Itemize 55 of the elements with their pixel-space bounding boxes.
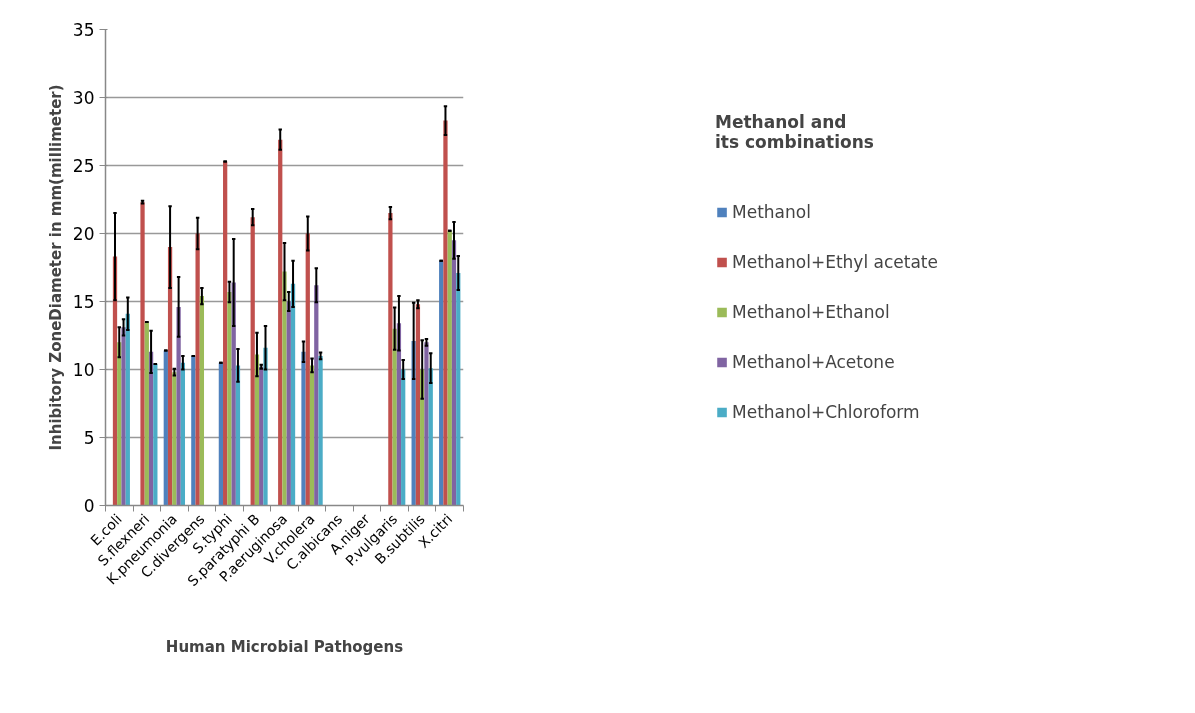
bar (443, 120, 448, 506)
y-tick-label: 25 (72, 156, 95, 176)
bar (148, 351, 154, 506)
bar (388, 213, 393, 506)
bar (314, 285, 319, 506)
bar (318, 355, 323, 506)
bar (195, 233, 200, 506)
bar (286, 301, 291, 506)
legend-label: Methanol+Chloroform (732, 402, 920, 422)
bar (121, 327, 126, 506)
bar (263, 347, 268, 506)
bar (424, 342, 429, 506)
bar (259, 366, 264, 506)
y-tick-label: 0 (83, 496, 95, 516)
bar (447, 230, 452, 506)
bar (254, 354, 260, 506)
bar (199, 296, 205, 506)
y-axis-title: Inhibitory ZoneDiameter in mm(millimeter) (46, 84, 65, 451)
legend-label: Methanol+Ethanol (732, 302, 890, 322)
y-tick-label: 5 (83, 428, 95, 448)
bar (218, 362, 224, 506)
bar (235, 365, 241, 506)
bar (456, 272, 461, 506)
bar (180, 362, 186, 506)
bar (439, 260, 444, 506)
bar (153, 364, 158, 506)
y-tick-label: 20 (72, 224, 95, 244)
y-tick-label: 10 (72, 360, 95, 380)
bar (167, 247, 173, 506)
x-axis-title: Human Microbial Pathogens (165, 637, 404, 656)
bar (140, 202, 145, 506)
legend-label: Methanol (732, 202, 811, 222)
bar (451, 240, 457, 506)
bar (282, 271, 287, 506)
bar (144, 321, 149, 506)
bar (396, 323, 402, 506)
legend-label: Methanol+Acetone (732, 352, 895, 372)
bar (163, 350, 168, 506)
bar (415, 304, 421, 506)
bar (278, 139, 283, 506)
y-tick-label: 35 (72, 20, 95, 40)
bar (172, 372, 177, 506)
bar (223, 161, 228, 506)
y-tick-label: 15 (72, 292, 95, 312)
bar (305, 233, 310, 506)
bar (176, 306, 181, 506)
bar (227, 291, 232, 506)
bar (301, 351, 306, 506)
bar (191, 355, 196, 506)
bar (290, 283, 296, 506)
legend-label: Methanol+Ethyl acetate (732, 252, 938, 272)
y-tick-label: 30 (72, 88, 95, 108)
bar (250, 217, 255, 506)
legend-title: Methanol and its combinations (715, 112, 875, 152)
bar (309, 365, 315, 506)
